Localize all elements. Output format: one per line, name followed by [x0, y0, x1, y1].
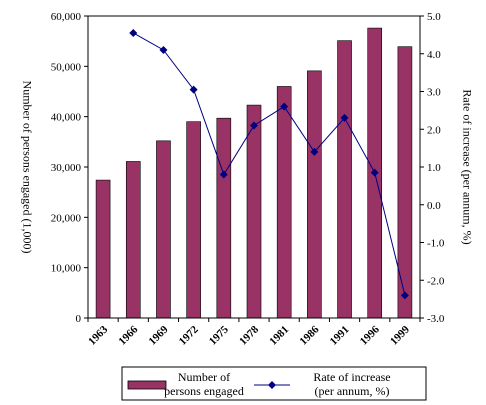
y-tick-label: 50,000 — [51, 61, 82, 73]
x-tick-label-1999: 1999 — [388, 323, 412, 347]
legend-label-bar-line2: persons engaged — [164, 384, 244, 398]
bar-1991 — [337, 40, 352, 319]
rate-point-1978 — [250, 121, 258, 130]
y2-axis-title: Rate of increase (per annum, %) — [460, 89, 474, 244]
y2-tick-label: 1.0 — [427, 162, 441, 174]
y2-tick-label: 2.0 — [427, 124, 441, 136]
x-tick-label-1963: 1963 — [86, 323, 110, 347]
rate-point-1969 — [159, 45, 168, 54]
y2-tick-label: -1.0 — [427, 238, 445, 250]
legend-label-line-line2: (per annum, %) — [315, 384, 390, 398]
y-tick-label: 40,000 — [51, 112, 82, 124]
y-tick-label: 20,000 — [51, 212, 82, 224]
legend-swatch-marker — [268, 381, 276, 389]
rate-point-1991 — [340, 113, 349, 122]
rate-point-1975 — [219, 170, 228, 179]
x-tick-label-1986: 1986 — [297, 323, 321, 347]
rate-point-1999 — [400, 291, 409, 300]
y-tick-label: 10,000 — [51, 263, 82, 275]
y-tick-label: 30,000 — [51, 162, 82, 174]
y2-tick-label: 3.0 — [427, 87, 441, 99]
bar-1966 — [125, 161, 141, 319]
x-tick-label-1975: 1975 — [207, 323, 231, 347]
rate-point-1996 — [370, 168, 379, 177]
y-axis-title: Number of persons engaged (1,000) — [20, 81, 34, 254]
bar-1972 — [186, 121, 201, 319]
y2-tick-label: 0.0 — [427, 200, 441, 212]
y-tick-label: 60,000 — [51, 11, 82, 23]
bar-1963 — [95, 179, 111, 319]
x-tick-label-1969: 1969 — [147, 323, 171, 347]
legend: Number of persons engaged Rate of increa… — [121, 366, 427, 401]
x-tick-label-1981: 1981 — [267, 324, 291, 348]
y2-tick-label: -3.0 — [427, 313, 445, 325]
axes-layer — [84, 15, 424, 322]
rate-point-1972 — [189, 85, 198, 94]
legend-swatch-bar — [127, 380, 167, 390]
rate-line — [133, 32, 406, 296]
bar-1969 — [156, 140, 171, 319]
bars-layer — [95, 27, 413, 319]
legend-label-line-line1: Rate of increase — [313, 370, 390, 384]
bar-1986 — [307, 70, 322, 319]
y2-tick-label: 5.0 — [427, 11, 441, 23]
legend-label-bar-line1: Number of — [178, 370, 230, 384]
y2-tick-label: -2.0 — [427, 275, 445, 287]
rate-point-1981 — [280, 102, 289, 111]
x-tick-label-1972: 1972 — [177, 323, 201, 347]
bar-1978 — [246, 104, 262, 319]
bar-1981 — [276, 86, 292, 319]
bar-1975 — [216, 117, 232, 319]
rate-point-1986 — [310, 147, 319, 156]
x-tick-label-1996: 1996 — [358, 323, 382, 347]
rate-point-1966 — [129, 28, 138, 37]
x-tick-label-1978: 1978 — [237, 323, 261, 347]
y2-tick-label: 4.0 — [427, 49, 441, 61]
x-tick-label-1966: 1966 — [116, 323, 140, 347]
line-layer — [129, 28, 409, 300]
y-tick-label: 0 — [76, 313, 82, 325]
x-tick-label-1991: 1991 — [328, 324, 352, 348]
